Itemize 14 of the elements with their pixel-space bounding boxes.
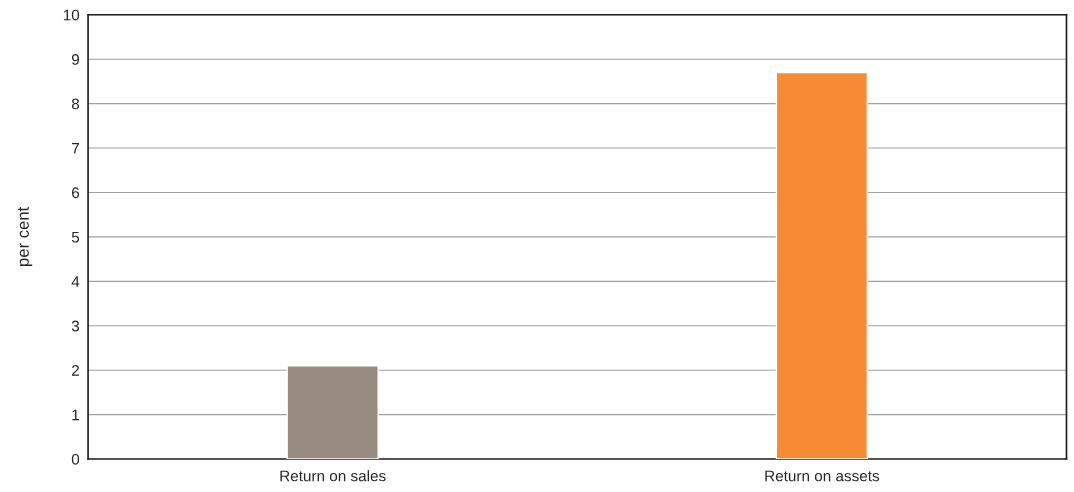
y-tick-label: 6: [72, 187, 80, 199]
y-tick-label: 9: [71, 54, 80, 65]
y-tick-label: 8: [71, 98, 80, 110]
x-tick-label: Return on sales: [280, 470, 386, 482]
y-tick-label: 10: [63, 9, 80, 21]
y-tick-label: 0: [71, 453, 80, 465]
y-tick-label: 5: [71, 231, 80, 243]
y-tick-label: 4: [71, 276, 80, 287]
y-tick-label: 1: [72, 409, 79, 421]
y-tick-label: 3: [71, 320, 80, 332]
x-tick-label: Return on assets: [765, 470, 880, 482]
y-tick-label: 2: [72, 365, 79, 376]
y-axis-title: per cent: [17, 206, 33, 266]
y-tick-label: 7: [72, 143, 79, 154]
